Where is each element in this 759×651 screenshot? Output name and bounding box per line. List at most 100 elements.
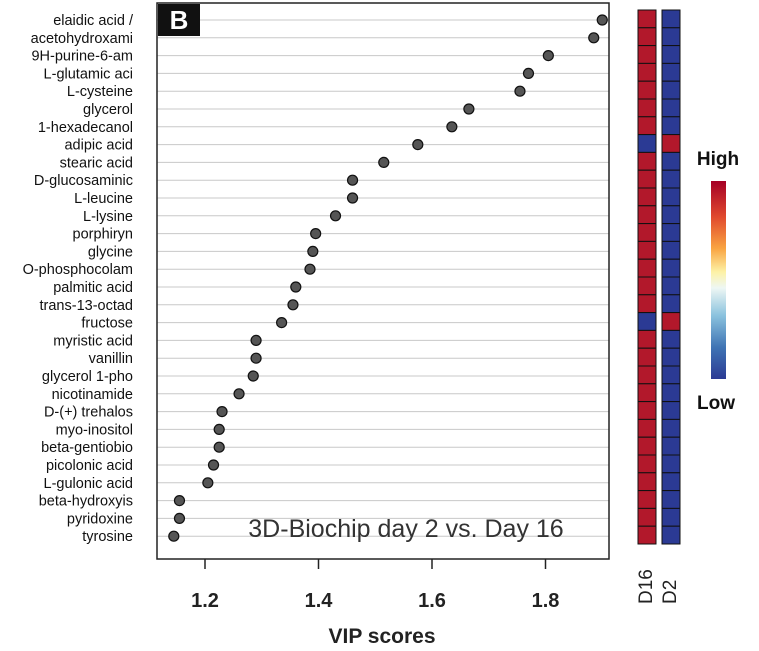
heatmap-cell <box>637 329 657 349</box>
vip-point <box>168 530 180 542</box>
vip-point <box>463 103 475 115</box>
heatmap-cell <box>637 98 657 118</box>
legend-low-label: Low <box>697 393 735 414</box>
metabolite-label: glycerol <box>83 102 133 118</box>
vip-point <box>276 317 288 329</box>
vip-point <box>207 459 220 471</box>
x-tick-label: 1.8 <box>532 590 560 612</box>
legend-high-label: High <box>697 149 739 170</box>
vip-point <box>213 441 225 453</box>
x-tick-label: 1.2 <box>191 590 219 612</box>
x-tick-label: 1.6 <box>418 590 446 612</box>
heatmap-cell <box>661 116 681 136</box>
metabolite-label: myo-inositol <box>56 422 133 438</box>
metabolite-label: beta-gentiobio <box>41 440 133 456</box>
heatmap-cell <box>661 205 681 225</box>
metabolite-label: tyrosine <box>82 529 133 545</box>
metabolite-label: pyridoxine <box>67 511 133 527</box>
heatmap-cell <box>637 276 657 296</box>
heatmap-cell <box>637 80 657 100</box>
heatmap-cell <box>661 525 681 545</box>
vip-point <box>346 174 359 186</box>
metabolite-label: L-lysine <box>83 209 133 225</box>
heatmap-cell <box>661 436 681 456</box>
heatmap-cell <box>661 401 681 420</box>
heatmap-cell <box>661 151 681 171</box>
heatmap-cell <box>661 134 681 153</box>
vip-point <box>307 245 319 257</box>
metabolite-label: acetohydroxami <box>31 31 133 47</box>
vip-point <box>247 370 259 382</box>
heatmap-cell <box>637 27 657 47</box>
metabolite-label: L-cysteine <box>67 84 133 100</box>
heatmap-cell <box>661 276 681 296</box>
heatmap-cell <box>661 9 681 29</box>
heatmap-cell <box>661 27 681 47</box>
vip-point <box>287 299 299 311</box>
metabolite-label: vanillin <box>89 351 133 367</box>
heatmap-cell <box>661 329 681 349</box>
comparison-annotation: 3D-Biochip day 2 vs. Day 16 <box>248 515 563 543</box>
heatmap-cell <box>637 490 657 509</box>
metabolite-label: trans-13-octad <box>40 298 134 314</box>
heatmap-cell <box>661 45 681 64</box>
heatmap-cell <box>661 418 681 438</box>
heatmap-cell <box>661 472 681 492</box>
grid-lines <box>157 19 609 537</box>
heatmap-cell <box>661 294 681 314</box>
x-tick-label: 1.4 <box>305 590 334 612</box>
metabolite-label: D-(+) trehalos <box>44 405 133 421</box>
plot-frame <box>156 2 610 560</box>
heatmap-cell <box>637 507 657 527</box>
x-axis-title: VIP scores <box>328 625 435 648</box>
heatmap-cell <box>661 454 681 474</box>
heatmap-cell <box>661 240 681 260</box>
metabolite-label: myristic acid <box>53 333 133 349</box>
heatmap-cell <box>661 383 681 403</box>
heatmap-cell <box>637 454 657 474</box>
heatmap-cell <box>637 294 657 314</box>
metabolite-label: porphiryn <box>73 227 133 243</box>
heatmap-cell <box>637 525 657 545</box>
heatmap-cell <box>661 365 681 385</box>
heatmap-cell <box>637 134 657 153</box>
vip-point <box>412 139 424 151</box>
vip-point <box>202 477 214 489</box>
vip-point <box>378 156 390 168</box>
metabolite-label: L-gulonic acid <box>44 476 133 492</box>
heatmap-cell <box>637 116 657 136</box>
metabolite-label: picolonic acid <box>46 458 133 474</box>
heatmap-cell <box>637 436 657 456</box>
metabolite-label: palmitic acid <box>53 280 133 296</box>
metabolite-label: adipic acid <box>64 138 133 154</box>
vip-point <box>173 495 186 507</box>
vip-point <box>542 49 554 62</box>
heatmap-cell <box>661 62 681 82</box>
vip-point <box>233 388 245 400</box>
heatmap-cell <box>637 258 657 278</box>
color-scale-bar <box>711 181 726 379</box>
metabolite-label: elaidic acid / <box>53 13 134 29</box>
heatmap-column-label-d16: D16 <box>636 569 657 604</box>
heatmap-cell <box>661 80 681 100</box>
heatmap-cell <box>637 383 657 403</box>
panel-label-box <box>158 4 200 36</box>
heatmap-cell <box>637 240 657 260</box>
metabolite-label: glycerol 1-pho <box>42 369 133 385</box>
heatmap-column-label-d2: D2 <box>660 580 681 604</box>
metabolite-label: nicotinamide <box>52 387 133 403</box>
metabolite-label: beta-hydroxyis <box>39 494 133 510</box>
heatmap-cell <box>637 418 657 438</box>
heatmap-cell <box>637 312 657 331</box>
metabolite-label: fructose <box>81 316 133 332</box>
vip-point <box>250 352 262 364</box>
heatmap-cell <box>661 490 681 509</box>
heatmap-cell <box>661 98 681 118</box>
heatmap-cell <box>637 365 657 385</box>
heatmap-cell <box>661 187 681 207</box>
heatmap-cell <box>661 347 681 367</box>
vip-point <box>250 334 262 346</box>
vip-points <box>168 14 608 542</box>
heatmap-cell <box>637 401 657 420</box>
